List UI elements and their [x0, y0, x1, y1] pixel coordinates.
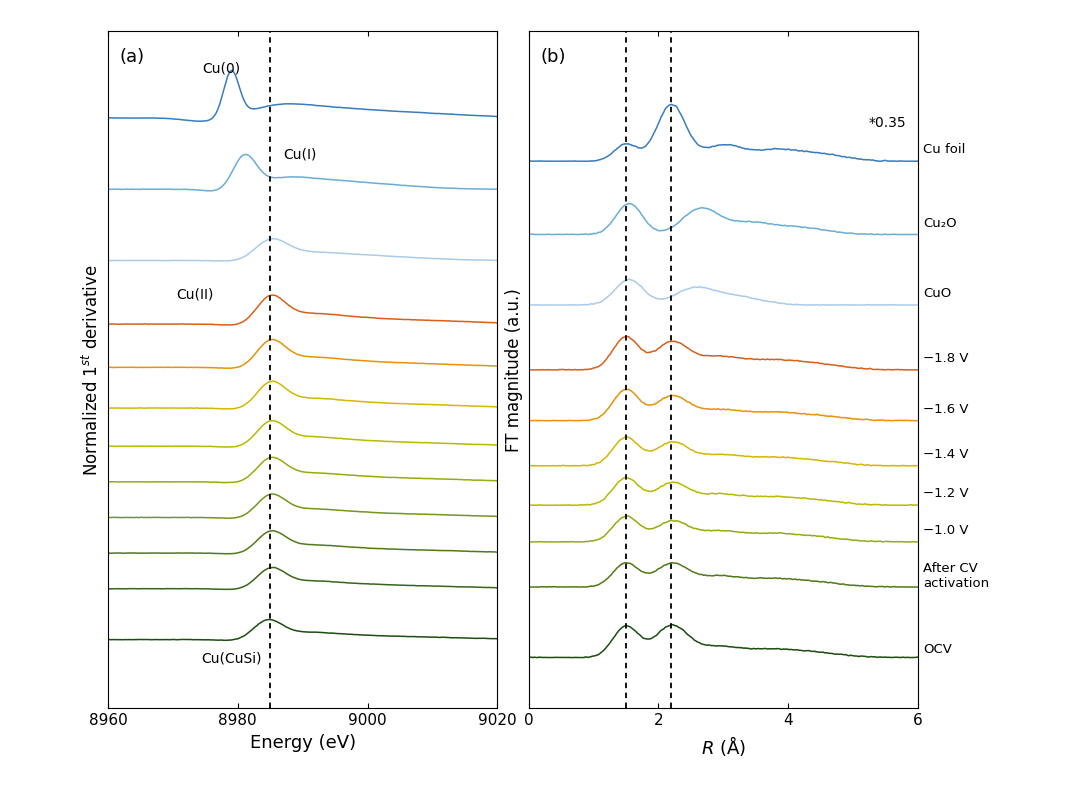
Text: Cu(II): Cu(II)	[176, 287, 214, 301]
X-axis label: Energy (eV): Energy (eV)	[249, 733, 355, 752]
Text: (b): (b)	[540, 49, 566, 66]
Text: −1.0 V: −1.0 V	[923, 524, 969, 538]
Text: After CV
activation: After CV activation	[923, 562, 989, 589]
Text: Cu foil: Cu foil	[923, 143, 966, 157]
Y-axis label: FT magnitude (a.u.): FT magnitude (a.u.)	[505, 288, 523, 452]
X-axis label: $R$ (Å): $R$ (Å)	[701, 733, 746, 758]
Text: −1.4 V: −1.4 V	[923, 448, 969, 461]
Text: *0.35: *0.35	[868, 116, 906, 130]
Text: Cu(I): Cu(I)	[283, 148, 316, 161]
Text: Cu(0): Cu(0)	[203, 61, 241, 76]
Text: (a): (a)	[120, 49, 145, 66]
Text: CuO: CuO	[923, 287, 951, 301]
Text: −1.2 V: −1.2 V	[923, 487, 969, 501]
Text: −1.8 V: −1.8 V	[923, 352, 969, 365]
Text: Cu₂O: Cu₂O	[923, 216, 957, 230]
Text: Cu(CuSi): Cu(CuSi)	[201, 652, 261, 666]
Y-axis label: Normalized 1$^{st}$ derivative: Normalized 1$^{st}$ derivative	[82, 264, 103, 475]
Text: OCV: OCV	[923, 642, 953, 656]
Text: −1.6 V: −1.6 V	[923, 403, 969, 416]
